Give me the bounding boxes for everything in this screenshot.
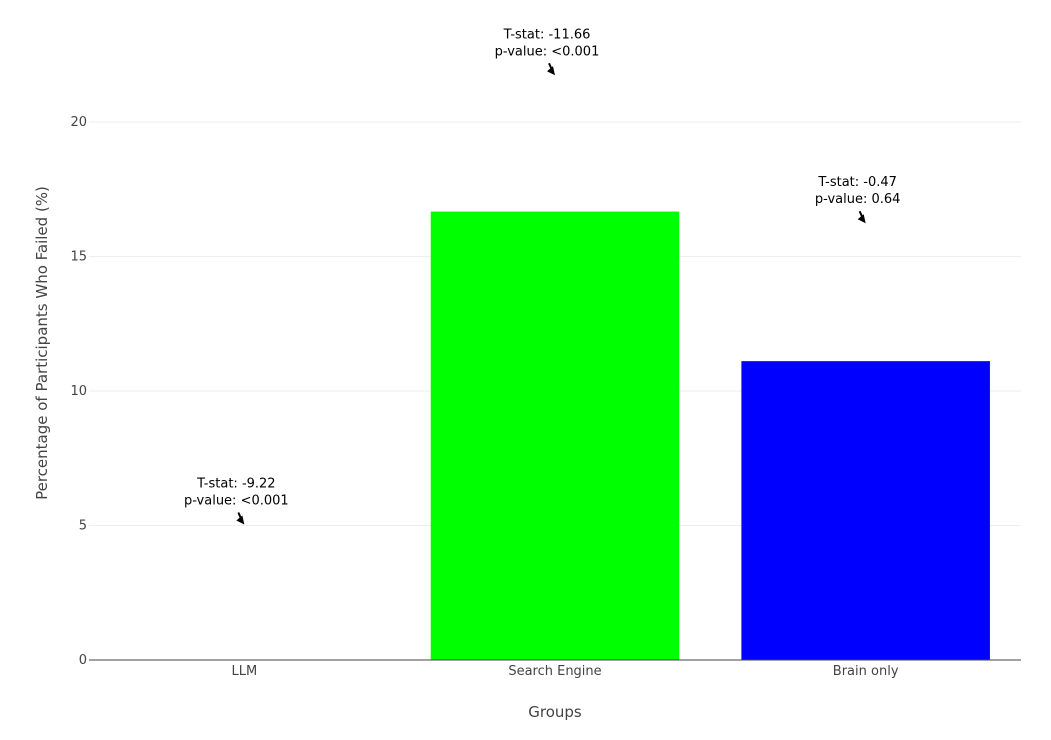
- bars: [430, 211, 990, 660]
- x-axis-title: Groups: [528, 703, 582, 721]
- axes: 0 5 10 15 20 LLM Search Engine Brain only: [70, 115, 1021, 679]
- x-tick-label-brain-only: Brain only: [833, 664, 899, 679]
- annotation-arrowhead-1: [547, 66, 555, 76]
- x-tick-label-llm: LLM: [231, 664, 257, 679]
- annotation-text-0-0: T-stat: -9.22: [196, 477, 276, 492]
- y-tick-label-20: 20: [70, 115, 87, 130]
- annotations: T-stat: -9.22 p-value: <0.001 T-stat: -11.…: [184, 27, 901, 525]
- annotation-text-2-1: p-value: 0.64: [815, 192, 901, 207]
- y-axis-title: Percentage of Participants Who Failed (%…: [33, 186, 51, 500]
- y-tick-label-10: 10: [70, 384, 87, 399]
- annotation-text-0-1: p-value: <0.001: [184, 494, 289, 509]
- y-tick-label-5: 5: [79, 519, 87, 534]
- annotation-text-1-1: p-value: <0.001: [495, 44, 600, 59]
- bar-brain-only: [741, 361, 990, 660]
- x-tick-label-search-engine: Search Engine: [508, 664, 601, 679]
- annotation-text-1-0: T-stat: -11.66: [503, 27, 591, 42]
- annotation-arrowhead-0: [236, 515, 245, 525]
- y-tick-label-15: 15: [70, 250, 87, 265]
- annotation-arrowhead-2: [857, 214, 866, 224]
- y-tick-label-0: 0: [79, 653, 87, 668]
- bar-search-engine: [430, 211, 680, 660]
- annotation-text-2-0: T-stat: -0.47: [817, 175, 897, 190]
